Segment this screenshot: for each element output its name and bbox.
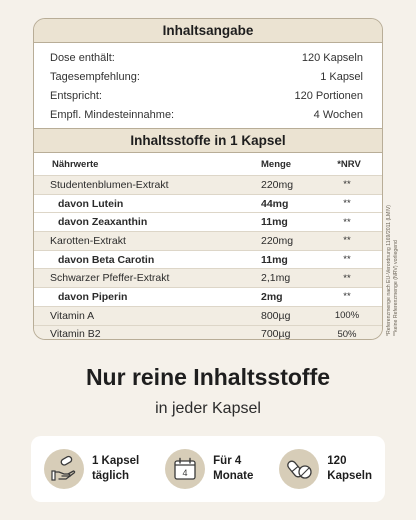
info-label: Dose enthält: — [50, 51, 115, 64]
feature-line: 120 — [327, 455, 347, 467]
feature-line: Monate — [213, 470, 254, 482]
table-row: davon Beta Carotin 11mg ** — [34, 249, 382, 269]
info-label: Empfl. Mindesteinnahme: — [50, 108, 175, 121]
feature-label: 120 Kapseln — [327, 454, 372, 484]
ingredient-nrv: ** — [343, 291, 351, 303]
ingredients-title: Inhaltsstoffe in 1 Kapsel — [34, 129, 382, 153]
column-header-name: Nährwerte — [52, 158, 99, 170]
info-title: Inhaltsangabe — [34, 19, 382, 43]
ingredient-name: davon Lutein — [58, 197, 124, 210]
info-value: 1 Kapsel — [320, 70, 363, 83]
ingredient-amount: 700µg — [261, 328, 291, 340]
table-row: Schwarzer Pfeffer-Extrakt 2,1mg ** — [34, 268, 382, 288]
table-row: davon Piperin 2mg ** — [34, 287, 382, 306]
info-value: 120 Kapseln — [301, 51, 363, 64]
column-header-amount: Menge — [261, 158, 292, 170]
feature-line: Kapseln — [327, 470, 373, 482]
info-row: Dose enthält: 120 Kapseln — [34, 48, 382, 67]
ingredient-amount: 44mg — [261, 197, 289, 210]
capsules-icon — [279, 449, 320, 489]
calendar-icon: 4 — [165, 449, 206, 489]
ingredient-amount: 11mg — [261, 253, 288, 266]
ingredient-name: davon Zeaxanthin — [58, 216, 148, 229]
table-header: Nährwerte Menge *NRV — [34, 153, 382, 175]
ingredient-amount: 800µg — [261, 309, 291, 322]
ingredient-name: Schwarzer Pfeffer-Extrakt — [50, 272, 170, 285]
table-row: davon Lutein 44mg ** — [34, 193, 382, 213]
info-row: Tagesempfehlung: 1 Kapsel — [34, 67, 382, 86]
info-block: Dose enthält: 120 Kapseln Tagesempfehlun… — [34, 43, 382, 129]
ingredient-nrv: 50% — [337, 328, 357, 340]
ingredient-nrv: ** — [343, 179, 351, 191]
ingredient-amount: 2,1mg — [261, 272, 291, 285]
info-value: 120 Portionen — [294, 89, 364, 102]
ingredient-name: Vitamin A — [50, 309, 95, 322]
ingredient-name: Vitamin B2 — [50, 328, 101, 340]
ingredient-nrv: ** — [343, 254, 351, 266]
table-row: Vitamin A 800µg 100% — [34, 305, 382, 325]
feature-bar: 1 Kapsel täglich 4 Für 4 Monate — [31, 436, 385, 502]
ingredient-name: Karotten-Extrakt — [50, 234, 126, 247]
feature-label: 1 Kapsel täglich — [92, 454, 139, 484]
feature-daily: 1 Kapsel täglich — [43, 449, 139, 489]
ingredient-name: davon Beta Carotin — [58, 253, 155, 266]
info-row: Empfl. Mindesteinnahme: 4 Wochen — [34, 105, 382, 124]
feature-count: 120 Kapseln — [279, 449, 372, 489]
ingredient-nrv: ** — [343, 235, 351, 247]
hand-capsule-icon — [43, 449, 84, 489]
ingredient-nrv: ** — [343, 272, 351, 284]
ingredient-amount: 220mg — [261, 234, 294, 247]
ingredient-amount: 220mg — [261, 178, 294, 191]
footnote-no-reference: **keine Referenzmenge (NRV) vorliegend — [393, 240, 399, 336]
table-row: Vitamin B2 700µg 50% — [34, 324, 382, 340]
headline: Nur reine Inhaltsstoffe — [85, 364, 331, 390]
ingredient-nrv: ** — [343, 198, 351, 210]
ingredient-amount: 11mg — [261, 216, 288, 229]
ingredient-nrv: 100% — [334, 310, 360, 322]
feature-line: täglich — [91, 470, 129, 482]
table-row: davon Zeaxanthin 11mg ** — [34, 212, 382, 232]
footnote-nrv: *Referenzmenge nach EU-Verordnung 1169/2… — [386, 204, 392, 336]
ingredient-amount: 2mg — [261, 290, 283, 303]
feature-line: Für 4 — [213, 455, 242, 467]
feature-line: 1 Kapsel — [91, 455, 140, 467]
ingredient-nrv: ** — [343, 216, 351, 228]
info-label: Tagesempfehlung: — [50, 70, 140, 83]
info-value: 4 Wochen — [313, 108, 363, 121]
ingredient-name: Studentenblumen-Extrakt — [50, 178, 169, 191]
info-row: Entspricht: 120 Portionen — [34, 86, 382, 105]
calendar-number: 4 — [183, 468, 188, 478]
info-label: Entspricht: — [50, 89, 102, 102]
feature-duration: 4 Für 4 Monate — [165, 449, 253, 489]
supplement-facts-panel: Inhaltsangabe Dose enthält: 120 Kapseln … — [33, 18, 383, 340]
subline: in jeder Kapsel — [155, 400, 261, 417]
column-header-nrv: *NRV — [337, 158, 361, 170]
table-row: Karotten-Extrakt 220mg ** — [34, 231, 382, 250]
footnotes: *Referenzmenge nach EU-Verordnung 1169/2… — [386, 176, 400, 336]
ingredient-name: davon Piperin — [58, 290, 128, 303]
table-row: Studentenblumen-Extrakt 220mg ** — [34, 175, 382, 194]
feature-label: Für 4 Monate — [213, 454, 253, 484]
